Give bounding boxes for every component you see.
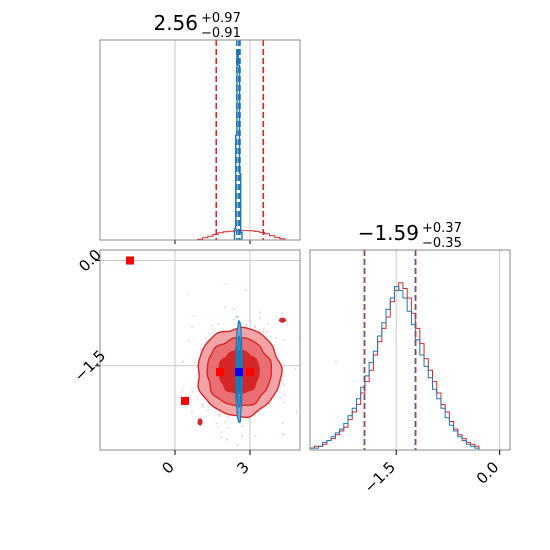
scatter-point-red [281, 434, 284, 436]
scatter-point-red [281, 422, 284, 425]
panel-param1-histogram: 2.56 +0.97 −0.91 [99, 11, 301, 244]
scatter-point-red [206, 409, 209, 412]
scatter-point-red [193, 361, 196, 364]
scatter-point-red [254, 325, 256, 328]
scatter-point-red [283, 339, 286, 342]
scatter-point-red [266, 322, 269, 325]
scatter-point-red [218, 415, 221, 417]
scatter-point-blue [237, 316, 240, 319]
param1-title-median: 2.56 [153, 11, 198, 35]
scatter-point-red [282, 383, 285, 386]
marker-red [246, 368, 254, 377]
scatter-point-red [212, 324, 214, 327]
scatter-point-red [244, 289, 247, 292]
scatter-point-red [199, 347, 202, 350]
scatter-point-red [283, 394, 286, 396]
scatter-point-red [335, 360, 337, 363]
scatter-point-red [262, 328, 265, 331]
contour-fragment [278, 317, 287, 323]
scatter-point-red [282, 375, 284, 377]
scatter-point-red [201, 403, 204, 406]
scatter-point-blue [236, 444, 239, 447]
scatter-point-red [244, 323, 247, 326]
contour-fragment [197, 418, 203, 426]
scatter-point-red [265, 331, 268, 333]
param1-title-plus: +0.97 [201, 11, 241, 26]
scatter-point-red [226, 415, 229, 418]
x-tick-label: 3 [233, 458, 252, 477]
scatter-point-red [225, 283, 227, 286]
scatter-point-red [281, 379, 283, 382]
scatter-point-red [188, 340, 190, 343]
panel-param2-histogram: −1.5 0.0 −1.59 +0.37 −0.35 [309, 221, 511, 497]
scatter-point-red [186, 293, 189, 296]
scatter-point-red [279, 397, 282, 399]
scatter-point-red [215, 422, 218, 425]
scatter-point-blue [232, 318, 235, 321]
scatter-point-red [181, 361, 184, 363]
scatter-point-red [220, 436, 223, 439]
marker-red [181, 396, 189, 405]
param2-title-plus: +0.37 [422, 221, 462, 236]
param1-title-minus: −0.91 [201, 26, 241, 41]
marker-red [216, 368, 224, 377]
scatter-point-red [275, 336, 277, 339]
scatter-point-red [259, 316, 262, 319]
scatter-point-red [227, 426, 230, 429]
param2-title-median: −1.59 [358, 221, 419, 245]
scatter-point-red [295, 410, 298, 413]
scatter-point-red [224, 306, 227, 309]
scatter-point-blue [232, 308, 235, 311]
scatter-point-red [191, 390, 194, 393]
param2-title-minus: −0.35 [422, 236, 462, 251]
scatter-point-red [254, 434, 257, 437]
scatter-point-red [286, 322, 289, 325]
scatter-point-red [294, 368, 297, 370]
marker-red [126, 256, 134, 265]
scatter-point-red [217, 323, 220, 326]
scatter-point-blue [241, 435, 244, 438]
scatter-point-red [201, 405, 204, 408]
scatter-point-red [281, 312, 284, 315]
param1-title: 2.56 +0.97 −0.91 [153, 11, 240, 41]
scatter-point-red [259, 311, 261, 314]
scatter-point-red [170, 463, 173, 466]
x-tick-label: −1.5 [361, 458, 399, 496]
scatter-point-red [217, 425, 220, 428]
scatter-point-blue [226, 438, 228, 441]
x-tick-label: 0.0 [473, 458, 503, 488]
scatter-point-red [249, 319, 252, 322]
marker-blue [235, 368, 243, 377]
scatter-point-red [191, 411, 193, 414]
param2-title: −1.59 +0.37 −0.35 [358, 221, 462, 251]
scatter-point-red [283, 433, 286, 436]
scatter-point-red [193, 314, 195, 317]
panel-frame [99, 39, 301, 241]
histogram-blue [309, 286, 480, 450]
scatter-point-blue [236, 315, 238, 318]
scatter-point-red [282, 401, 284, 404]
scatter-point-red [268, 403, 271, 405]
scatter-point-red [220, 431, 223, 434]
scatter-point-red [191, 325, 193, 328]
scatter-point-red [241, 425, 244, 428]
x-tick-label: 0 [158, 458, 177, 477]
scatter-point-red [181, 389, 184, 392]
scatter-point-red [224, 421, 227, 423]
scatter-point-red [262, 331, 265, 333]
panel-frame [309, 249, 511, 451]
panel-frame [99, 249, 301, 451]
